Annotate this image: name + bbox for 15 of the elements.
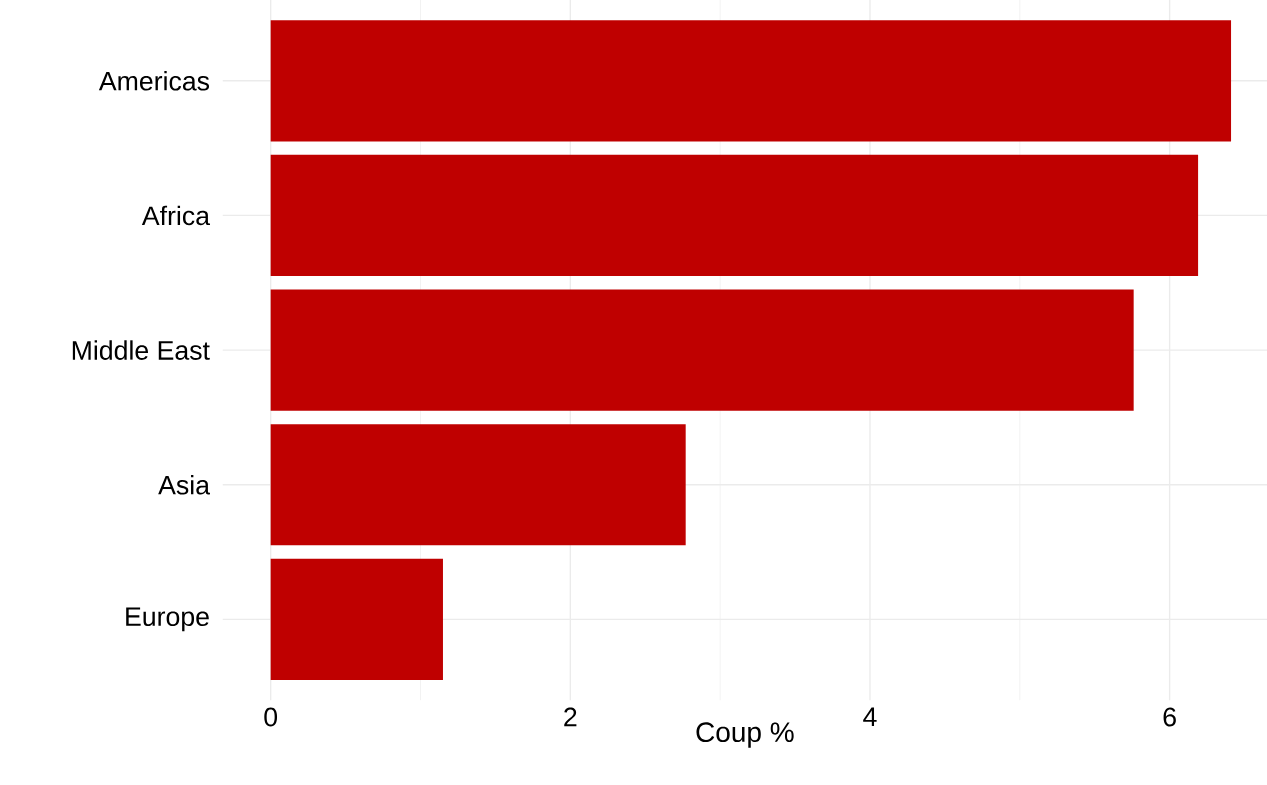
x-tick-label: 0 [264,707,278,727]
x-tick-label: 4 [863,707,877,726]
bar [270,289,1134,411]
y-tick-label: Middle East [72,340,210,360]
y-tick-label: Europe [126,607,209,632]
bar [270,558,443,680]
y-tick-label: Africa [141,205,211,226]
y-tick-label: Asia [158,474,210,495]
x-tick-label: 6 [1163,707,1176,727]
x-tick-label: 2 [564,707,577,727]
bar [270,424,686,546]
y-tick-label: Americas [98,70,210,91]
bar [270,154,1199,276]
bar [270,20,1232,142]
x-axis-title: Coup % [696,722,794,748]
